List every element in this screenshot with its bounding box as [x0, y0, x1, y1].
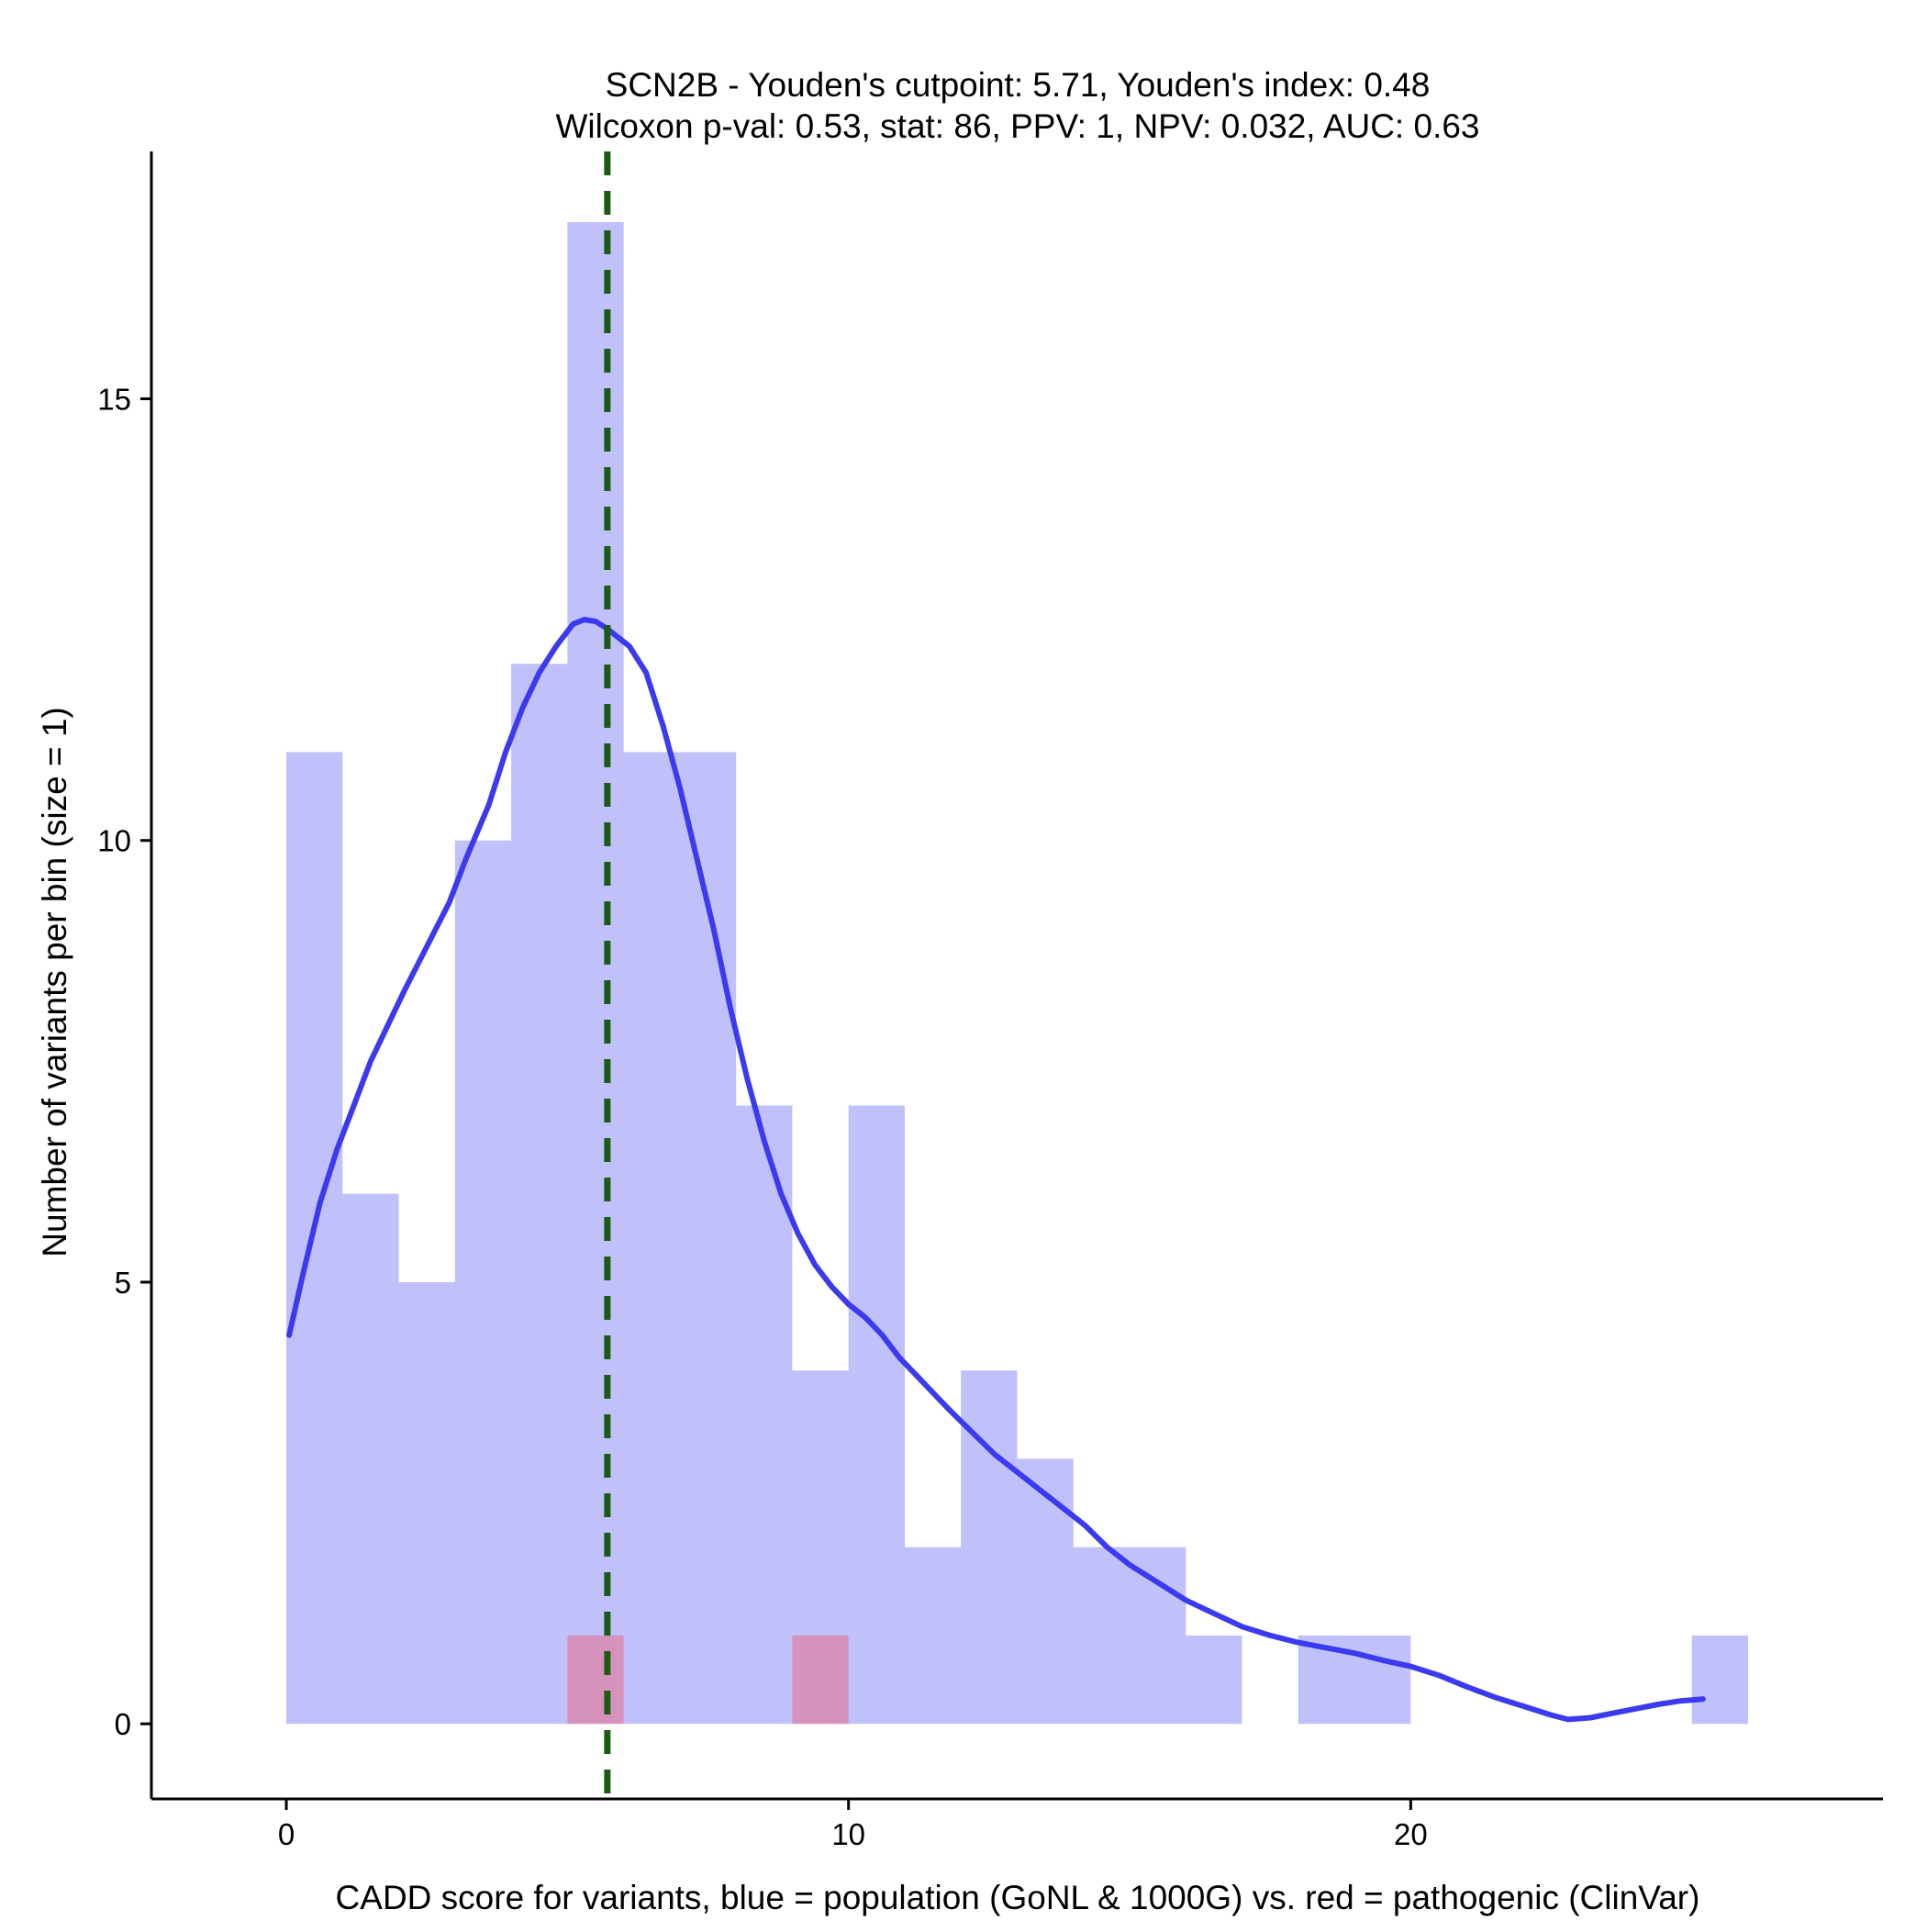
population-bar	[961, 1370, 1018, 1725]
population-bar	[398, 1281, 455, 1725]
pathogenic-bars	[567, 1635, 849, 1725]
chart-title-line1: SCN2B - Youden's cutpoint: 5.71, Youden'…	[606, 66, 1431, 104]
y-tick-label: 10	[97, 824, 131, 858]
x-tick-label: 20	[1394, 1817, 1428, 1851]
population-bars	[286, 221, 1748, 1725]
x-tick-label: 10	[831, 1817, 865, 1851]
population-bar	[848, 1105, 905, 1725]
y-axis-ticks: 0 5 10 15	[97, 382, 151, 1741]
y-tick-label: 5	[115, 1266, 131, 1300]
population-bar	[1354, 1635, 1411, 1725]
y-axis-label: Number of variants per bin (size = 1)	[36, 707, 73, 1256]
density-layer	[286, 617, 1706, 1723]
y-tick-label: 0	[115, 1707, 131, 1741]
chart-title-line2: Wilcoxon p-val: 0.53, stat: 86, PPV: 1, …	[555, 107, 1479, 145]
population-bar	[904, 1547, 962, 1725]
x-axis-ticks: 0 10 20	[278, 1799, 1428, 1851]
population-bar	[736, 1105, 793, 1725]
population-bar	[623, 752, 680, 1725]
population-bar	[511, 664, 568, 1725]
pathogenic-bar	[792, 1635, 849, 1725]
x-tick-label: 0	[278, 1817, 295, 1851]
population-bar	[1186, 1635, 1242, 1725]
population-bar	[454, 840, 512, 1725]
x-axis-label: CADD score for variants, blue = populati…	[336, 1879, 1700, 1916]
population-bar	[1691, 1635, 1748, 1725]
population-bar	[567, 221, 624, 1725]
density-curve	[286, 617, 1706, 1723]
population-bar	[1073, 1547, 1131, 1725]
population-bar	[1017, 1458, 1074, 1725]
y-tick-label: 15	[97, 382, 131, 416]
population-bar	[342, 1193, 399, 1725]
population-bar	[1130, 1547, 1186, 1725]
pathogenic-bar	[567, 1635, 624, 1725]
